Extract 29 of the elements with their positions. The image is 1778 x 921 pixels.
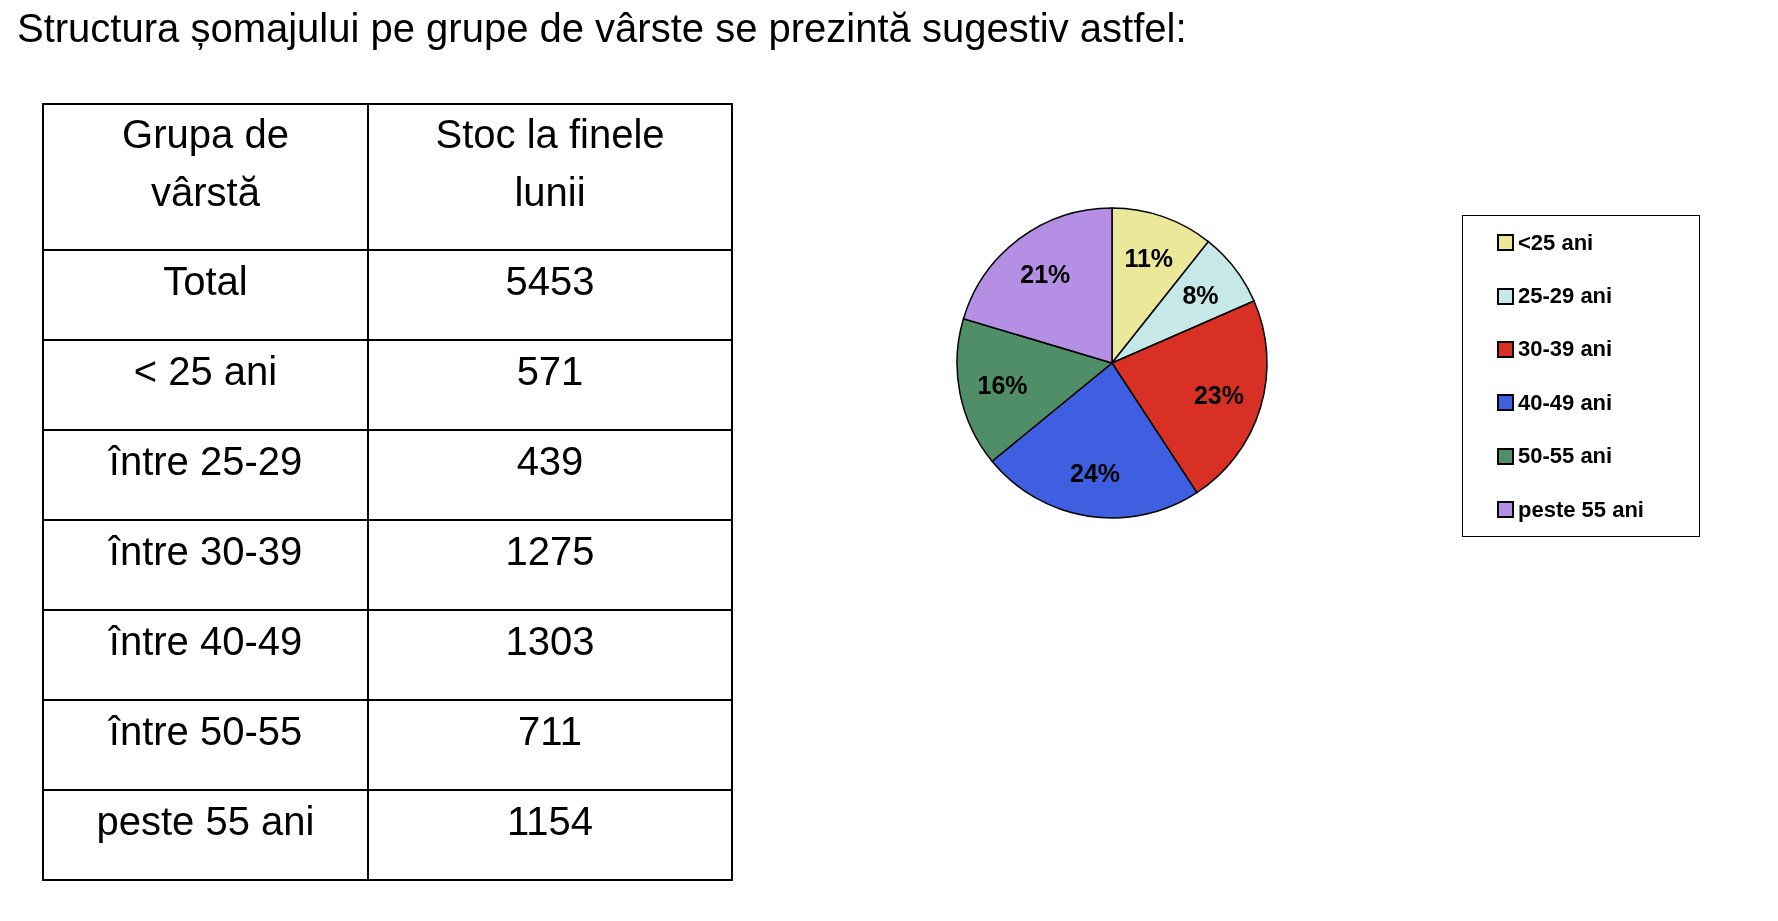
data-label: 11%: [1124, 243, 1174, 272]
text: Structura șomajului pe grupe de vârste se prezintă sugestiv astfel:: [17, 6, 1187, 51]
text: 1275: [505, 529, 595, 573]
text: 1303: [505, 619, 595, 663]
text: între 30-39: [108, 529, 303, 573]
data-label: 23%: [1193, 380, 1244, 409]
text: între 25-29: [108, 439, 303, 483]
legend-label: <25 ani: [1518, 229, 1594, 256]
data-label: 21%: [1020, 259, 1071, 288]
legend-label: 30-39 ani: [1518, 336, 1613, 363]
data-label: 16%: [977, 370, 1028, 399]
legend-label: peste 55 ani: [1518, 496, 1644, 523]
text: Grupa de vârstă: [121, 111, 290, 216]
legend-label: 40-49 ani: [1518, 389, 1613, 416]
text: 5453: [505, 259, 595, 303]
text: 711: [518, 709, 582, 753]
text: peste 55 ani: [96, 799, 315, 843]
data-label: 24%: [1070, 459, 1121, 488]
text: 1154: [506, 799, 593, 843]
text: < 25 ani: [133, 349, 278, 393]
legend-label: 25-29 ani: [1518, 283, 1613, 310]
text: Total: [163, 259, 248, 303]
text: Stoc la finele lunii: [434, 111, 666, 216]
text: între 50-55: [108, 709, 303, 753]
text: 439: [516, 439, 584, 483]
text: 571: [516, 349, 584, 393]
data-label: 8%: [1182, 280, 1219, 309]
text: între 40-49: [108, 619, 303, 663]
legend-label: 50-55 ani: [1518, 443, 1613, 470]
